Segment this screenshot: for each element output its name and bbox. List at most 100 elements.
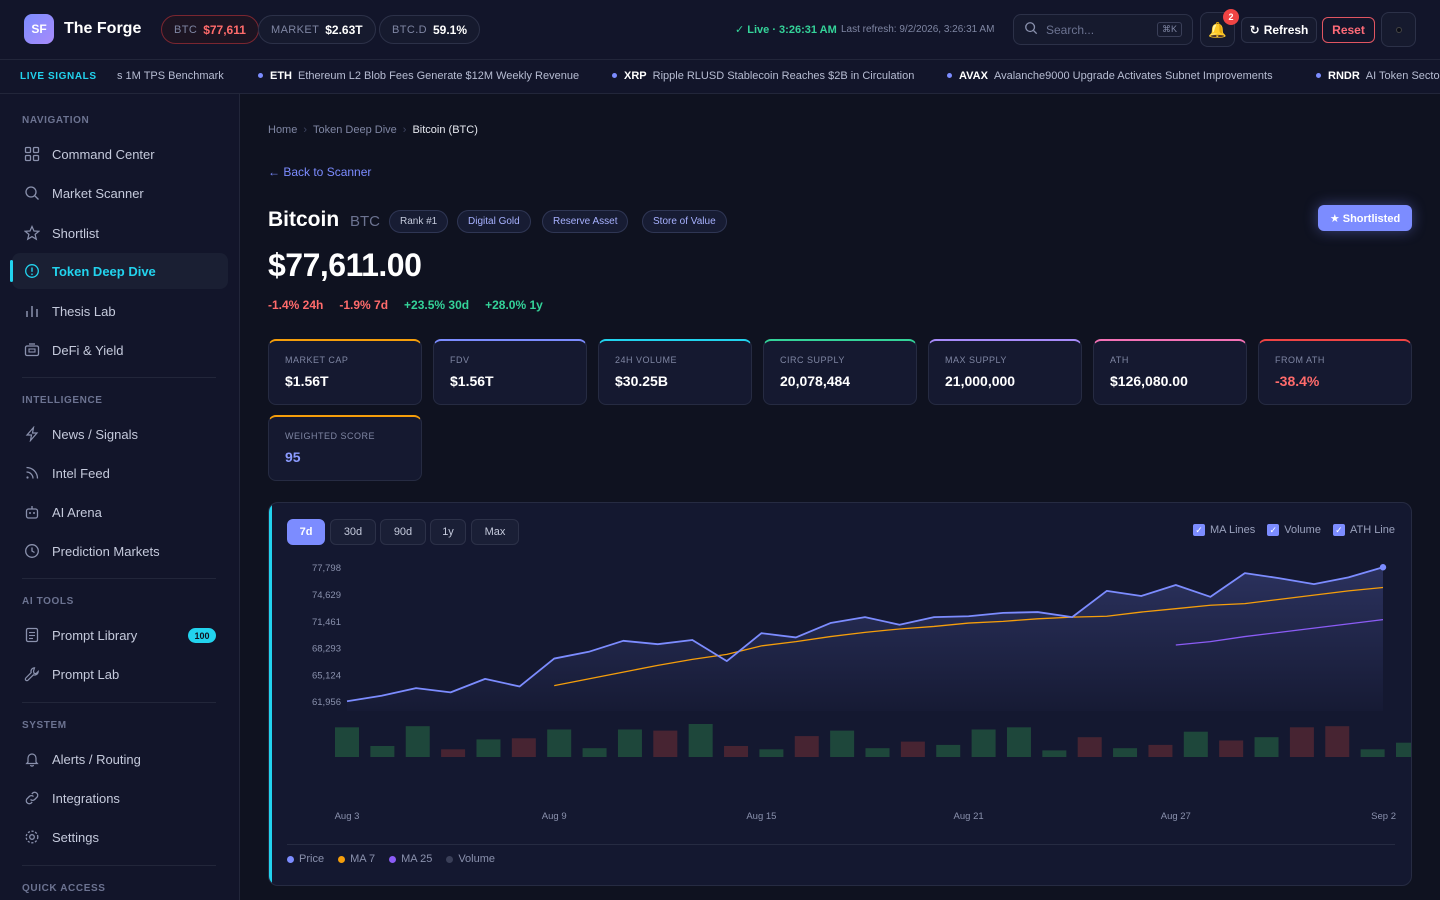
- nav-label: Thesis Lab: [52, 303, 116, 319]
- stat-ath: ATH $126,080.00: [1093, 339, 1247, 405]
- toggle-ath-line[interactable]: ✓ ATH Line: [1332, 524, 1395, 536]
- btc-dominance-pill[interactable]: BTC.D 59.1%: [379, 15, 481, 44]
- range-1y-button[interactable]: 1y: [430, 519, 466, 545]
- volume-bar: [653, 730, 678, 757]
- volume-bar: [370, 746, 395, 757]
- search-icon: [1024, 21, 1038, 38]
- volume-bar: [971, 729, 996, 757]
- nav-defi-yield[interactable]: DeFi & Yield: [12, 332, 228, 368]
- price-chart-card: 7d 30d 90d 1y Max ✓ MA Lines ✓ Volume ✓ ATH…: [268, 502, 1412, 886]
- nav-token-deep-dive[interactable]: Token Deep Dive: [10, 253, 228, 289]
- volume-bar: [724, 746, 749, 757]
- ticker-item[interactable]: s 1M TPS Benchmark: [117, 70, 224, 82]
- toggle-ma-lines[interactable]: ✓ MA Lines: [1193, 524, 1255, 536]
- ticker-item[interactable]: XRP Ripple RLUSD Stablecoin Reaches $2B i…: [612, 70, 914, 82]
- legend-label: MA 7: [350, 853, 376, 865]
- volume-bar: [1360, 749, 1385, 757]
- checkbox-checked-icon[interactable]: ✓: [1332, 524, 1345, 536]
- back-to-scanner-link[interactable]: ← Back to Scanner: [268, 165, 372, 179]
- change-24h: -1.4% 24h: [268, 298, 324, 312]
- stat-value: -38.4%: [1275, 373, 1320, 389]
- reset-button[interactable]: Reset: [1322, 17, 1375, 43]
- nav-prompt-library[interactable]: Prompt Library 100: [12, 617, 228, 653]
- nav-intel-feed[interactable]: Intel Feed: [12, 455, 228, 491]
- y-tick-label: 65,124: [312, 670, 341, 681]
- app-logo[interactable]: SF: [24, 14, 54, 44]
- nav-prediction-markets[interactable]: Prediction Markets: [12, 533, 228, 569]
- legend-price: Price: [287, 853, 324, 865]
- ticker-text: Avalanche9000 Upgrade Activates Subnet I…: [993, 70, 1273, 82]
- range-90d-button[interactable]: 90d: [380, 519, 426, 545]
- signals-ticker: LIVE SIGNALS s 1M TPS Benchmark ETH Ether…: [0, 60, 1440, 94]
- stat-label: MAX SUPPLY: [945, 355, 1007, 365]
- shortlisted-button[interactable]: ★ Shortlisted: [1318, 205, 1412, 231]
- range-30d-button[interactable]: 30d: [330, 519, 376, 545]
- stat-value: 20,078,484: [780, 373, 851, 389]
- nav-settings[interactable]: Settings: [12, 819, 228, 855]
- nav-label: Token Deep Dive: [52, 263, 156, 279]
- document-icon: [24, 627, 40, 643]
- toggle-volume[interactable]: ✓ Volume: [1267, 524, 1321, 536]
- breadcrumb-home[interactable]: Home: [268, 124, 298, 136]
- pill-value: 59.1%: [433, 22, 468, 37]
- y-tick-label: 77,798: [312, 563, 341, 574]
- bell-icon: 🔔: [1208, 21, 1227, 39]
- nav-alerts-routing[interactable]: Alerts / Routing: [12, 741, 228, 777]
- nav-prompt-lab[interactable]: Prompt Lab: [12, 656, 228, 692]
- nav-label: Integrations: [52, 790, 120, 806]
- stat-24h-volume: 24H VOLUME $30.25B: [598, 339, 752, 405]
- ticker-item[interactable]: AVAX Avalanche9000 Upgrade Activates Subn…: [947, 70, 1273, 82]
- breadcrumb-separator: ›: [402, 124, 407, 136]
- ticker-dot-icon: [258, 72, 263, 78]
- nav-integrations[interactable]: Integrations: [12, 780, 228, 816]
- checkbox-checked-icon[interactable]: ✓: [1267, 524, 1280, 536]
- checkbox-checked-icon[interactable]: ✓: [1193, 524, 1205, 536]
- nav-ai-arena[interactable]: AI Arena: [12, 494, 228, 530]
- nav-shortlist[interactable]: Shortlist: [12, 215, 228, 251]
- nav-news-signals[interactable]: News / Signals: [12, 416, 228, 452]
- section-title-navigation: NAVIGATION: [22, 115, 90, 126]
- ticker-item[interactable]: ETH Ethereum L2 Blob Fees Generate $12M W…: [258, 70, 579, 82]
- nav-label: Prompt Library: [52, 627, 138, 643]
- nav-label: Prediction Markets: [52, 543, 160, 559]
- section-title-quick-access: QUICK ACCESS: [22, 883, 106, 894]
- range-max-button[interactable]: Max: [471, 519, 519, 545]
- stat-label: WEIGHTED SCORE: [285, 431, 376, 441]
- rss-icon: [24, 465, 40, 481]
- pill-value: $77,611: [203, 22, 246, 37]
- change-1y: +28.0% 1y: [485, 298, 543, 312]
- nav-thesis-lab[interactable]: Thesis Lab: [12, 293, 228, 329]
- refresh-button[interactable]: ↻ Refresh: [1241, 17, 1317, 43]
- price-line: [346, 566, 1384, 703]
- stat-fdv: FDV $1.56T: [433, 339, 587, 405]
- breadcrumb-deep-dive[interactable]: Token Deep Dive: [313, 124, 397, 136]
- legend-divider: [287, 844, 1395, 845]
- nav-command-center[interactable]: Command Center: [12, 136, 228, 172]
- market-cap-pill[interactable]: MARKET $2.63T: [258, 15, 376, 44]
- search-input[interactable]: [1046, 22, 1146, 37]
- volume-bar: [794, 736, 819, 757]
- stat-label: MARKET CAP: [285, 355, 349, 365]
- stat-label: ATH: [1110, 355, 1129, 365]
- range-7d-button[interactable]: 7d: [287, 519, 325, 545]
- breadcrumb-current: Bitcoin (BTC): [412, 124, 478, 136]
- nav-label: DeFi & Yield: [52, 342, 124, 358]
- volume-bar: [1254, 737, 1279, 757]
- prompt-count-badge: 100: [188, 628, 216, 643]
- notifications-button[interactable]: 🔔 2: [1200, 9, 1239, 47]
- sidebar-divider: [22, 578, 216, 579]
- chart-toggles: ✓ MA Lines ✓ Volume ✓ ATH Line: [1193, 524, 1395, 536]
- stat-value: $1.56T: [285, 373, 329, 389]
- nav-market-scanner[interactable]: Market Scanner: [12, 175, 228, 211]
- tag-digital-gold: Digital Gold: [457, 210, 531, 233]
- change-30d: +23.5% 30d: [404, 298, 470, 312]
- price-chart[interactable]: 61,956 65,124 68,293 71,461 74,629 77,798 Aug …: [269, 503, 1412, 843]
- breadcrumb-separator: ›: [303, 124, 308, 136]
- toggle-label: ATH Line: [1349, 524, 1395, 536]
- theme-toggle-button[interactable]: [1381, 12, 1416, 47]
- section-title-system: SYSTEM: [22, 720, 67, 731]
- search-box[interactable]: ⌘K: [1013, 14, 1193, 45]
- ticker-item[interactable]: RNDR AI Token Sector: [1316, 70, 1440, 82]
- volume-bar: [547, 729, 572, 757]
- btc-price-pill[interactable]: BTC $77,611: [161, 15, 259, 44]
